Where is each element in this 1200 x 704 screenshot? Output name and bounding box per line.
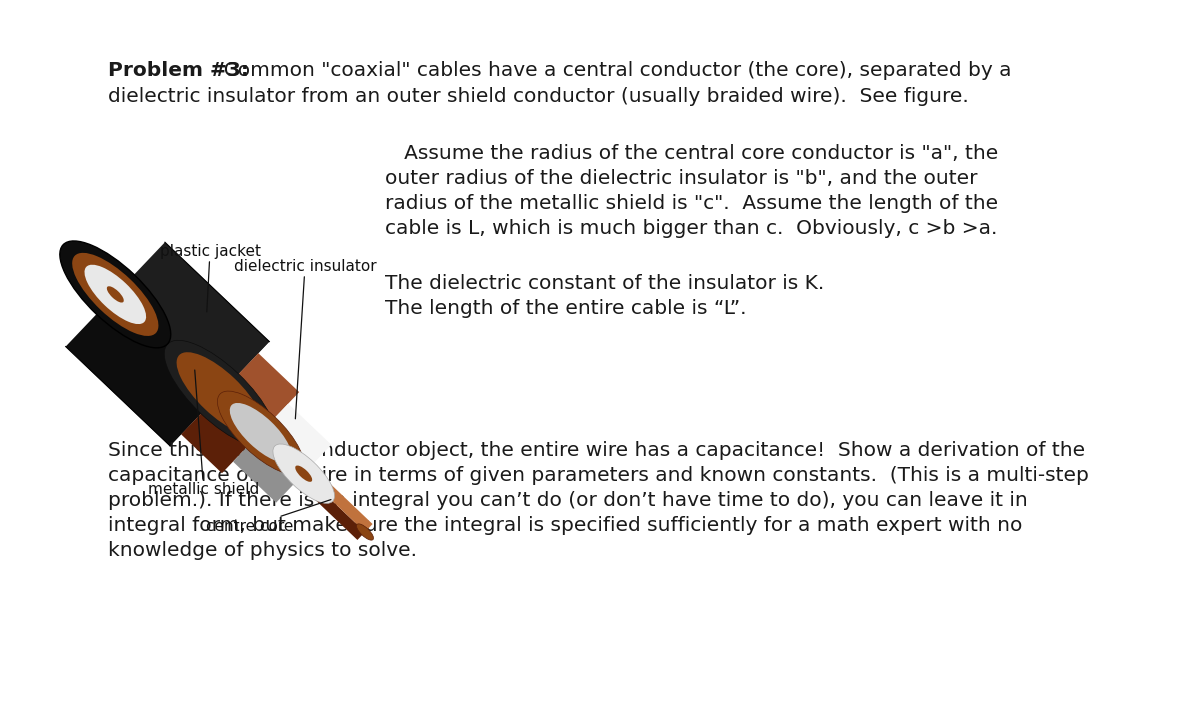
Text: radius of the metallic shield is "c".  Assume the length of the: radius of the metallic shield is "c". As… — [385, 194, 998, 213]
Polygon shape — [296, 474, 365, 540]
Polygon shape — [89, 316, 220, 446]
Polygon shape — [304, 466, 372, 532]
Polygon shape — [233, 433, 304, 503]
Polygon shape — [181, 394, 260, 473]
Ellipse shape — [229, 403, 292, 463]
Text: knowledge of physics to solve.: knowledge of physics to solve. — [108, 541, 418, 560]
Polygon shape — [220, 353, 299, 433]
Polygon shape — [115, 242, 269, 394]
Text: plastic jacket: plastic jacket — [160, 244, 260, 312]
Text: problem.). If there is an integral you can’t do (or don’t have time to do), you : problem.). If there is an integral you c… — [108, 491, 1027, 510]
Ellipse shape — [272, 444, 335, 503]
Ellipse shape — [164, 340, 275, 447]
Ellipse shape — [356, 524, 373, 540]
Polygon shape — [138, 264, 269, 394]
Text: dielectric insulator from an outer shield conductor (usually braided wire).  See: dielectric insulator from an outer shiel… — [108, 87, 968, 106]
Text: dielectric insulator: dielectric insulator — [234, 259, 377, 419]
Polygon shape — [260, 403, 331, 474]
Text: centre core: centre core — [206, 500, 331, 534]
Text: Common "coaxial" cables have a central conductor (the core), separated by a: Common "coaxial" cables have a central c… — [211, 61, 1012, 80]
Text: capacitance of this wire in terms of given parameters and known constants.  (Thi: capacitance of this wire in terms of giv… — [108, 466, 1088, 485]
Text: metallic shield: metallic shield — [148, 370, 259, 497]
Text: Since this is a two-conductor object, the entire wire has a capacitance!  Show a: Since this is a two-conductor object, th… — [108, 441, 1085, 460]
Ellipse shape — [84, 265, 146, 324]
Polygon shape — [66, 294, 220, 446]
Text: Assume the radius of the central core conductor is "a", the: Assume the radius of the central core co… — [385, 144, 998, 163]
Ellipse shape — [107, 287, 124, 303]
Ellipse shape — [176, 352, 263, 435]
Text: The length of the entire cable is “L”.: The length of the entire cable is “L”. — [385, 299, 746, 318]
Ellipse shape — [217, 391, 304, 474]
Ellipse shape — [60, 241, 170, 348]
Text: integral form, but make sure the integral is specified sufficiently for a math e: integral form, but make sure the integra… — [108, 516, 1022, 535]
Text: outer radius of the dielectric insulator is "b", and the outer: outer radius of the dielectric insulator… — [385, 169, 978, 188]
Text: Problem #3:: Problem #3: — [108, 61, 248, 80]
Ellipse shape — [72, 253, 158, 336]
Ellipse shape — [295, 465, 312, 482]
Text: cable is L, which is much bigger than c.  Obviously, c >b >a.: cable is L, which is much bigger than c.… — [385, 219, 997, 238]
Text: The dielectric constant of the insulator is K.: The dielectric constant of the insulator… — [385, 274, 824, 293]
